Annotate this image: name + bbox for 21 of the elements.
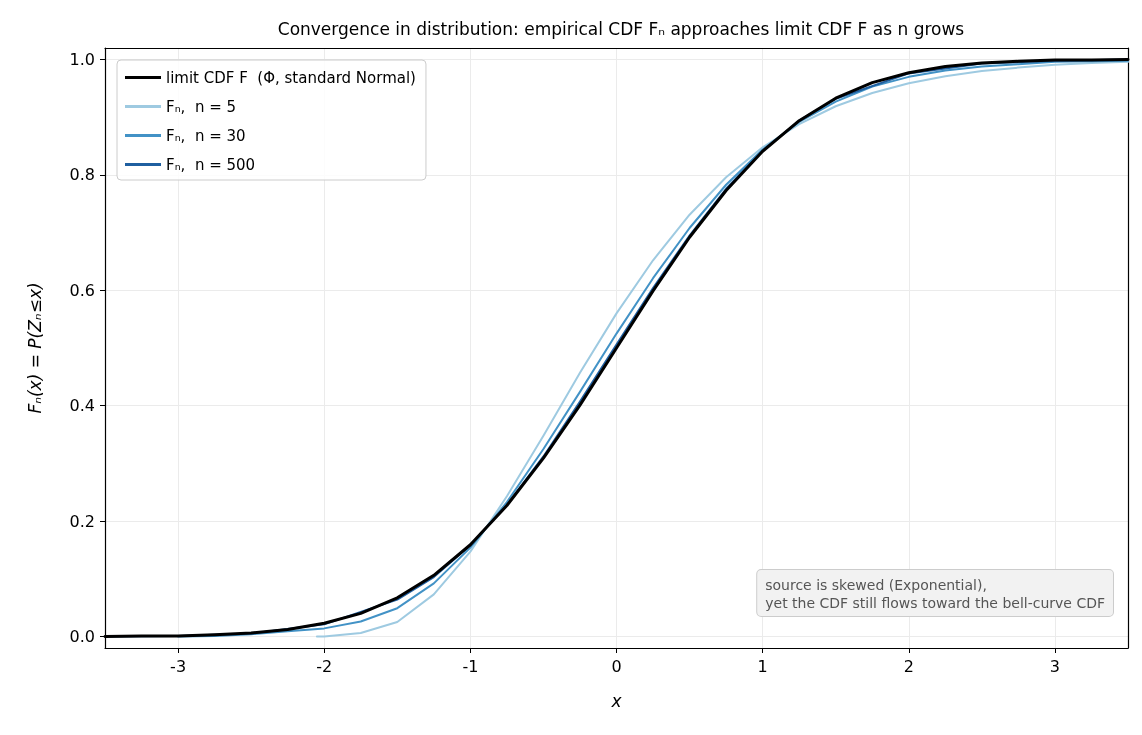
y-tick-label: 1.0	[69, 50, 95, 70]
chart-title: Convergence in distribution: empirical CDF Fₙ approaches limit CDF F as n grows	[277, 18, 965, 39]
y-tick-label: 0.8	[69, 165, 95, 185]
x-tick-label: 3	[1049, 656, 1061, 676]
y-tick-label: 0.4	[69, 396, 95, 416]
x-tick-label: 0	[611, 656, 622, 676]
legend-label: Fₙ, n = 5	[166, 97, 237, 116]
legend-label: Fₙ, n = 30	[166, 126, 246, 145]
y-tick-label: 0.2	[69, 511, 95, 531]
x-tick-label: 1	[757, 656, 768, 676]
y-tick-label: 0.0	[69, 626, 95, 646]
x-tick-label: -2	[316, 656, 333, 676]
legend-label: limit CDF F (Φ, standard Normal)	[166, 68, 416, 87]
x-tick-label: -3	[170, 656, 187, 676]
annotation: source is skewed (Exponential), yet the CDF still flows toward the bell-curve CDF	[765, 577, 1106, 611]
y-axis-title: Fₙ(x) = P(Zₙ≤x)	[24, 282, 45, 414]
x-tick-label: 2	[903, 656, 914, 676]
legend-label: Fₙ, n = 500	[166, 155, 256, 174]
x-tick-label: -1	[462, 656, 479, 676]
y-tick-label: 0.6	[69, 280, 95, 300]
x-axis-title: x	[610, 690, 623, 711]
